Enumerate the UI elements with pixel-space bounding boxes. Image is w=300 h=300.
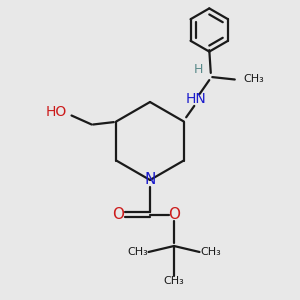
Text: CH₃: CH₃ — [127, 247, 148, 257]
Text: H: H — [194, 63, 203, 76]
Text: O: O — [168, 207, 180, 222]
Text: HN: HN — [185, 92, 206, 106]
Text: CH₃: CH₃ — [244, 74, 265, 85]
Text: HO: HO — [45, 105, 66, 118]
Text: CH₃: CH₃ — [164, 276, 184, 286]
Text: N: N — [144, 172, 156, 188]
Text: O: O — [112, 207, 124, 222]
Text: CH₃: CH₃ — [200, 247, 221, 257]
